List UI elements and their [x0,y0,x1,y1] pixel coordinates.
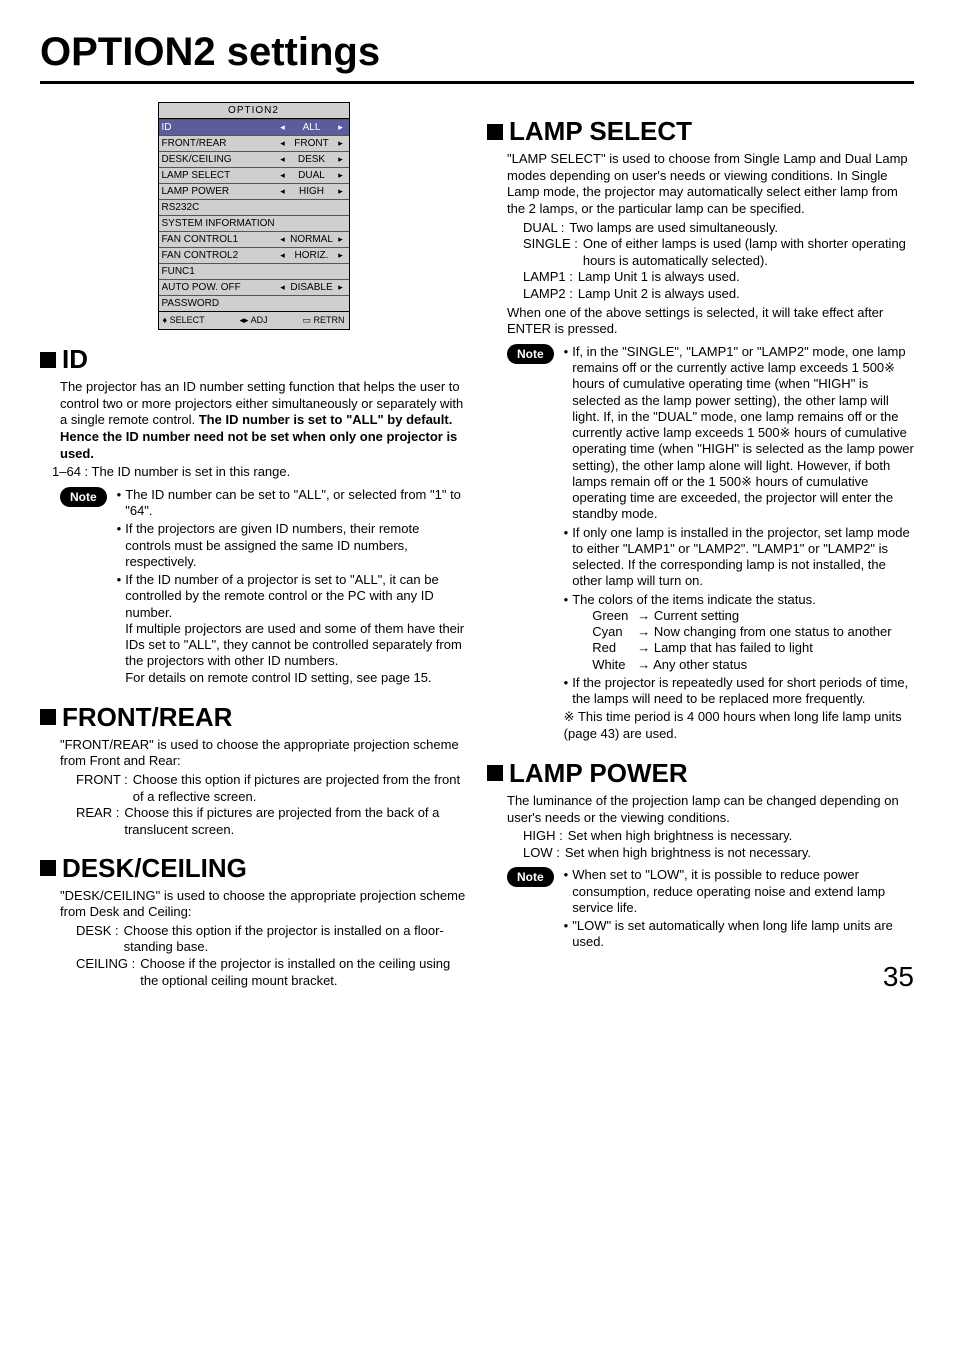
lamppower-intro: The luminance of the projection lamp can… [507,793,914,826]
menu-row-label: SYSTEM INFORMATION [162,218,278,229]
option2-menu: OPTION2 ID◂ALL▸FRONT/REAR◂FRONT▸DESK/CEI… [158,102,350,330]
left-arrow-icon: ◂ [278,154,288,165]
left-arrow-icon: ◂ [278,138,288,149]
menu-row-value: DESK [288,154,336,165]
section-lampselect-heading: LAMP SELECT [487,116,914,147]
deskceiling-defs: DESK : Choose this option if the project… [76,923,467,990]
section-lamppower-heading: LAMP POWER [487,758,914,789]
menu-row-label: LAMP POWER [162,186,278,197]
menu-row-value: HORIZ. [288,250,336,261]
menu-row-value: NORMAL [288,234,336,245]
right-column: LAMP SELECT "LAMP SELECT" is used to cho… [487,102,914,993]
footer-retrn: ▭ RETRN [302,315,344,326]
menu-row-label: FRONT/REAR [162,138,278,149]
menu-row-value: HIGH [288,186,336,197]
note-pill-lampselect: Note [507,344,554,364]
note-content-id: •The ID number can be set to "ALL", or s… [117,487,467,688]
note-content-lamppower: •When set to "LOW", it is possible to re… [564,867,914,952]
right-arrow-icon: ▸ [336,250,346,261]
menu-row: DESK/CEILING◂DESK▸ [159,151,349,167]
menu-row-label: FUNC1 [162,266,278,277]
right-arrow-icon: ▸ [336,234,346,245]
menu-row-label: AUTO POW. OFF [162,282,278,293]
footer-adj: ◂▸ ADJ [240,315,268,326]
menu-row-label: FAN CONTROL2 [162,250,278,261]
right-arrow-icon: ▸ [336,186,346,197]
menu-row: LAMP POWER◂HIGH▸ [159,183,349,199]
id-intro: The projector has an ID number setting f… [60,379,467,462]
menu-row-value: FRONT [288,138,336,149]
frontrear-defs: FRONT : Choose this option if pictures a… [76,772,467,839]
right-arrow-icon: ▸ [336,138,346,149]
note-pill-id: Note [60,487,107,507]
menu-row: RS232C [159,199,349,215]
page-title: OPTION2 settings [40,30,914,84]
section-id-heading: ID [40,344,467,375]
note-content-lampselect: •If, in the "SINGLE", "LAMP1" or "LAMP2"… [564,344,914,744]
section-frontrear-heading: FRONT/REAR [40,702,467,733]
page-number: 35 [487,961,914,993]
menu-row-label: LAMP SELECT [162,170,278,181]
right-arrow-icon: ▸ [336,282,346,293]
menu-row: FRONT/REAR◂FRONT▸ [159,135,349,151]
menu-row: FAN CONTROL2◂HORIZ.▸ [159,247,349,263]
menu-row: AUTO POW. OFF◂DISABLE▸ [159,279,349,295]
left-column: OPTION2 ID◂ALL▸FRONT/REAR◂FRONT▸DESK/CEI… [40,102,467,993]
menu-row-value: DISABLE [288,282,336,293]
menu-row-label: PASSWORD [162,298,278,309]
lamppower-defs: HIGH : Set when high brightness is neces… [523,828,914,861]
menu-row: FUNC1 [159,263,349,279]
right-arrow-icon: ▸ [336,154,346,165]
menu-row: SYSTEM INFORMATION [159,215,349,231]
deskceiling-intro: "DESK/CEILING" is used to choose the app… [60,888,467,921]
lampselect-defs: DUAL : Two lamps are used simultaneously… [523,220,914,303]
menu-row-value: DUAL [288,170,336,181]
menu-row-label: ID [162,122,278,133]
left-arrow-icon: ◂ [278,122,288,133]
left-arrow-icon: ◂ [278,234,288,245]
left-arrow-icon: ◂ [278,186,288,197]
menu-row: PASSWORD [159,295,349,311]
menu-row-label: FAN CONTROL1 [162,234,278,245]
right-arrow-icon: ▸ [336,170,346,181]
id-range: 1–64 : The ID number is set in this rang… [52,464,467,481]
left-arrow-icon: ◂ [278,170,288,181]
lampselect-after: When one of the above settings is select… [507,305,914,338]
note-pill-lamppower: Note [507,867,554,887]
menu-title: OPTION2 [159,103,349,119]
section-deskceiling-heading: DESK/CEILING [40,853,467,884]
menu-row: FAN CONTROL1◂NORMAL▸ [159,231,349,247]
lampselect-intro: "LAMP SELECT" is used to choose from Sin… [507,151,914,218]
menu-row: LAMP SELECT◂DUAL▸ [159,167,349,183]
right-arrow-icon: ▸ [336,122,346,133]
menu-row-label: DESK/CEILING [162,154,278,165]
menu-row-label: RS232C [162,202,278,213]
frontrear-intro: "FRONT/REAR" is used to choose the appro… [60,737,467,770]
menu-footer: ♦ SELECT ◂▸ ADJ ▭ RETRN [159,311,349,329]
menu-row: ID◂ALL▸ [159,119,349,135]
menu-row-value: ALL [288,122,336,133]
left-arrow-icon: ◂ [278,282,288,293]
left-arrow-icon: ◂ [278,250,288,261]
footer-select: ♦ SELECT [163,315,205,326]
